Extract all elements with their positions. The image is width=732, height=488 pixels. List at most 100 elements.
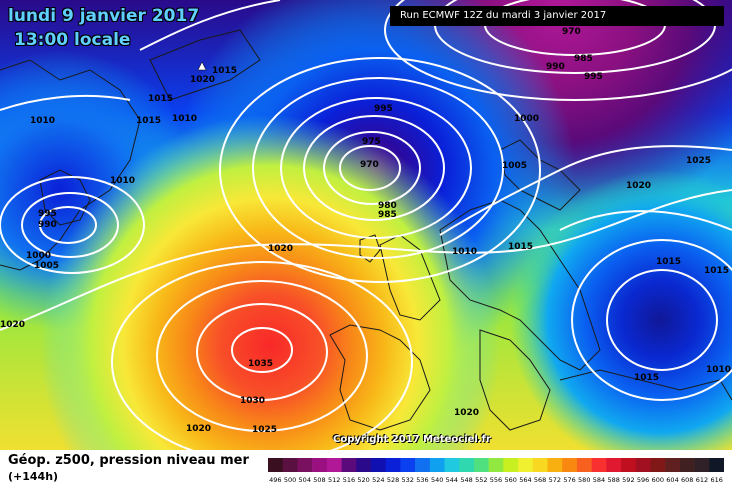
scale-swatch [606, 458, 622, 472]
forecast-date: lundi 9 janvier 2017 [8, 6, 200, 26]
isobar-label: 1010 [706, 365, 731, 375]
scale-value: 564 [519, 476, 531, 484]
scale-swatch [341, 458, 357, 472]
run-info: Run ECMWF 12Z du mardi 3 janvier 2017 [390, 6, 724, 26]
isobar-label: 1025 [252, 425, 277, 435]
isobar-label: 1015 [212, 66, 237, 76]
scale-swatch [709, 458, 724, 472]
isobar-label: 995 [38, 209, 57, 219]
scale-swatch [532, 458, 548, 472]
isobar-label: 1020 [454, 408, 479, 418]
scale-value: 504 [299, 476, 311, 484]
pressure-map: 1015 1020 1015 1015 1010 1010 1010 995 9… [0, 0, 732, 450]
isobar-label: 1015 [508, 242, 533, 252]
scale-swatch [665, 458, 681, 472]
scale-swatch [459, 458, 475, 472]
coastlines [0, 29, 732, 431]
legend-title: Géop. z500, pression niveau mer [8, 453, 249, 468]
isobar-label: 995 [374, 104, 393, 114]
scale-value: 584 [593, 476, 605, 484]
scale-swatch [562, 458, 578, 472]
isobar-label: 970 [360, 160, 379, 170]
scale-value: 516 [343, 476, 355, 484]
isobar-label: 1030 [240, 396, 265, 406]
scale-swatch [312, 458, 328, 472]
scale-swatch [488, 458, 504, 472]
isobars [0, 0, 732, 450]
scale-swatch [473, 458, 489, 472]
scale-value: 612 [696, 476, 708, 484]
scale-swatch [400, 458, 416, 472]
forecast-time: 13:00 locale [14, 30, 131, 50]
isobar-label: 1010 [172, 114, 197, 124]
scale-value: 580 [578, 476, 590, 484]
isobar-label: 1020 [626, 181, 651, 191]
scale-swatch [679, 458, 695, 472]
scale-swatch [444, 458, 460, 472]
isobar-labels: 1015 1020 1015 1015 1010 1010 1010 995 9… [0, 27, 731, 435]
scale-swatch [282, 458, 298, 472]
scale-swatch [297, 458, 313, 472]
isobar-label: 1005 [34, 261, 59, 271]
legend-subtitle: (+144h) [8, 470, 59, 483]
isobar-label: 1000 [514, 114, 539, 124]
isobar-label: 1020 [186, 424, 211, 434]
scale-value: 544 [446, 476, 458, 484]
scale-swatch [547, 458, 563, 472]
scale-swatch [326, 458, 342, 472]
scale-value: 588 [607, 476, 619, 484]
scale-swatch [429, 458, 445, 472]
scale-swatch [621, 458, 637, 472]
isobar-label: 995 [584, 72, 603, 82]
marker-icon [197, 61, 207, 71]
isobar-label: 1020 [190, 75, 215, 85]
scale-swatch [356, 458, 372, 472]
scale-value: 556 [490, 476, 502, 484]
scale-swatch [370, 458, 386, 472]
isobar-label: 1015 [148, 94, 173, 104]
scale-value: 536 [416, 476, 428, 484]
scale-value: 572 [549, 476, 561, 484]
isobar-label: 975 [362, 137, 381, 147]
scale-value: 524 [372, 476, 384, 484]
isobar-label: 1035 [248, 359, 273, 369]
isobar-label: 1000 [26, 251, 51, 261]
isobar-label: 985 [378, 210, 397, 220]
isobar-label: 980 [378, 201, 397, 211]
scale-value: 616 [710, 476, 722, 484]
scale-value: 608 [681, 476, 693, 484]
copyright-notice: Copyright 2017 Meteociel.fr [333, 434, 491, 445]
scale-value: 520 [357, 476, 369, 484]
scale-value: 600 [652, 476, 664, 484]
isobar-label: 1010 [30, 116, 55, 126]
scale-value: 500 [284, 476, 296, 484]
scale-value: 568 [534, 476, 546, 484]
isobar-label: 1005 [502, 161, 527, 171]
scale-value: 496 [269, 476, 281, 484]
scale-value: 540 [431, 476, 443, 484]
scale-value: 552 [475, 476, 487, 484]
scale-swatch [415, 458, 431, 472]
scale-swatch [694, 458, 710, 472]
scale-value: 604 [666, 476, 678, 484]
scale-value: 548 [460, 476, 472, 484]
scale-value: 532 [402, 476, 414, 484]
isobar-label: 1020 [268, 244, 293, 254]
isobar-label: 1015 [704, 266, 729, 276]
scale-value: 528 [387, 476, 399, 484]
isobar-label: 1015 [136, 116, 161, 126]
isobar-label: 990 [546, 62, 565, 72]
scale-value: 592 [622, 476, 634, 484]
isobar-label: 1010 [110, 176, 135, 186]
scale-swatch [518, 458, 534, 472]
scale-swatch [635, 458, 651, 472]
color-scale: 496 500 504 508 512 516 520 524 528 532 536 540 544 5… [268, 458, 724, 484]
scale-value: 560 [504, 476, 516, 484]
isobar-label: 1015 [634, 373, 659, 383]
isobar-label: 1025 [686, 156, 711, 166]
scale-swatch [591, 458, 607, 472]
isobar-label: 1015 [656, 257, 681, 267]
scale-swatch [385, 458, 401, 472]
scale-value: 508 [313, 476, 325, 484]
